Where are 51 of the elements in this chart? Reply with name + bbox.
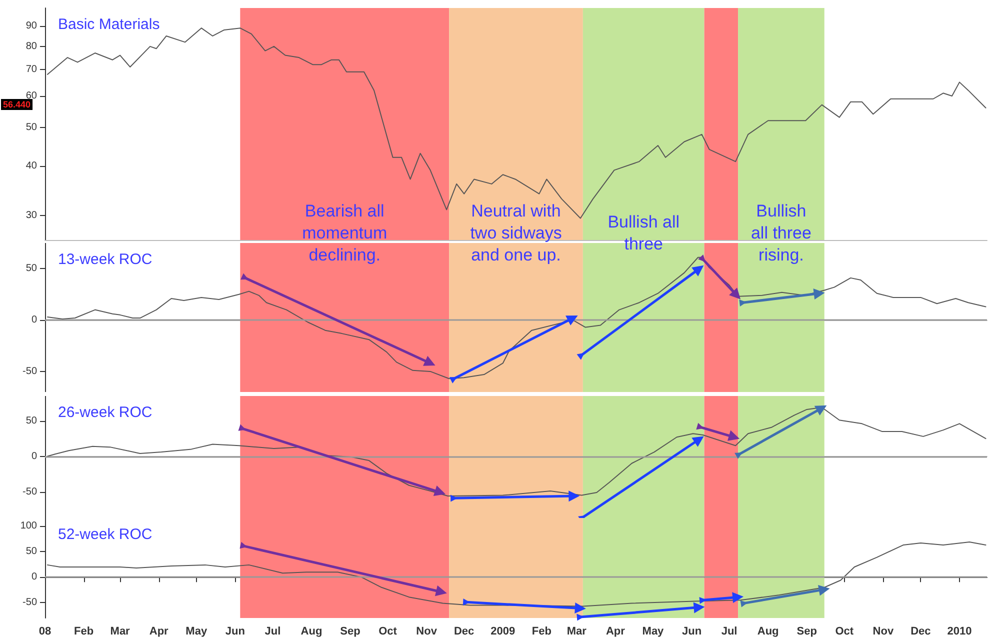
y-tick-label: 40 [26, 160, 38, 172]
text: 52-week ROC [58, 526, 152, 543]
x-tick-label: Apr [149, 626, 170, 638]
line-series [47, 406, 986, 497]
y-tick-label: -50 [22, 486, 38, 498]
y-tick-label: 90 [26, 20, 38, 32]
x-tick-label: May [642, 626, 665, 638]
x-tick-label: Feb [532, 626, 552, 638]
x-tick-label: Sep [796, 626, 818, 638]
band-label: Bullish all three rising. [750, 202, 812, 265]
x-tick-label: 08 [38, 626, 52, 638]
x-tick-label: Feb [74, 626, 94, 638]
text: 13-week ROC [58, 251, 152, 268]
x-tick-label: Mar [566, 626, 588, 638]
y-tick-label: 0 [31, 450, 38, 462]
x-tick-label: Jul [264, 626, 281, 638]
x-tick-label: Jun [225, 626, 246, 638]
x-tick-label: Jul [721, 626, 738, 638]
y-tick-label: 80 [26, 40, 38, 52]
x-tick-label: Sep [340, 626, 361, 638]
x-tick-label: Mar [110, 626, 131, 638]
x-tick-label: Apr [606, 626, 626, 638]
x-tick-label: Oct [835, 626, 854, 638]
x-tick-label: Dec [910, 626, 931, 638]
text: Basic Materials [58, 16, 160, 33]
x-tick-label: Dec [454, 626, 474, 638]
text: 56.440 [3, 100, 31, 110]
y-tick-label: 0 [31, 572, 38, 583]
band-label: Neutral with two sidways and one up. [470, 202, 562, 265]
x-tick-label: 2009 [490, 626, 516, 638]
y-tick-label: 50 [26, 415, 38, 426]
y-tick-label: 70 [26, 64, 38, 75]
y-tick-label: 60 [26, 90, 38, 102]
y-tick-label: 50 [26, 546, 38, 558]
x-tick-label: Aug [757, 626, 779, 638]
y-tick-label: 0 [31, 314, 38, 326]
y-tick-label: -50 [22, 597, 38, 608]
y-tick-label: 100 [20, 520, 38, 532]
x-tick-label: Aug [300, 626, 322, 638]
y-tick-label: 30 [26, 210, 38, 221]
text: 26-week ROC [58, 404, 152, 421]
band-label: Bearish all momentum declining. [302, 202, 388, 265]
y-tick-label: 50 [26, 122, 38, 133]
x-tick-label: 2010 [947, 626, 972, 638]
x-tick-label: May [186, 626, 208, 638]
x-tick-label: Nov [416, 626, 438, 638]
x-tick-label: Nov [872, 626, 894, 638]
y-tick-label: -50 [22, 366, 38, 377]
y-tick-label: 50 [26, 263, 38, 274]
x-tick-label: Oct [378, 626, 398, 638]
x-tick-label: Jun [682, 626, 702, 638]
